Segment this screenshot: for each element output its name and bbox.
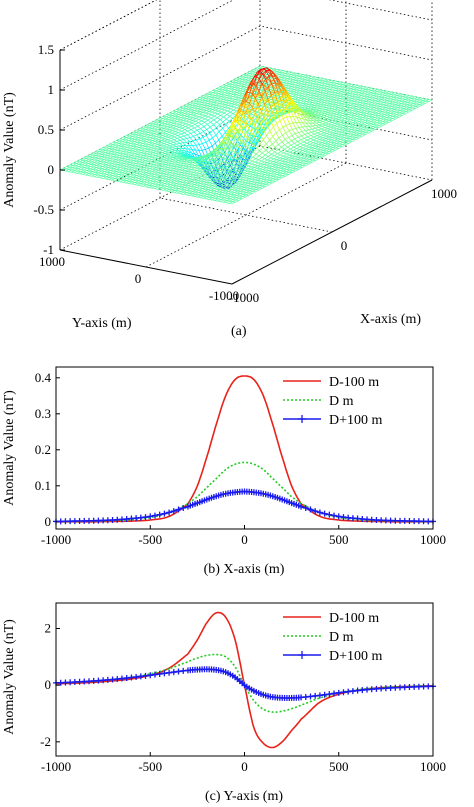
- z-tick-label: -0.5: [33, 202, 54, 217]
- wall-gridline: [59, 105, 433, 211]
- legend-label: D+100 m: [329, 649, 383, 664]
- series-point-2: [170, 508, 177, 515]
- series-point-2: [331, 512, 338, 519]
- y-tick-label: 0: [45, 677, 52, 692]
- chart-c-legend: D-100 m D m D+100 m: [283, 611, 383, 664]
- chart-b-ticks: -1000 -500 0 500 1000 0 0.1 0.2 0.3 0.4: [35, 370, 446, 547]
- y-axis-ticks: 1000 0 -1000: [39, 254, 239, 303]
- chart-c-ticks: -1000 -500 0 500 1000 -2 0 2: [40, 621, 446, 775]
- surface-plot-panel: -1-0.500.511.5 Anomaly Value (nT) 10000-…: [2, 0, 457, 339]
- chart-b-plot-frame: [55, 366, 434, 530]
- panel-a-caption: (a): [231, 324, 247, 339]
- chart-b-legend: D-100 m D m D+100 m: [283, 375, 383, 428]
- z-tick-label: 0.5: [38, 122, 54, 137]
- x-tick-label: -1000: [229, 290, 259, 305]
- surface-mesh: [59, 65, 433, 205]
- x-tick-label: 1000: [420, 759, 446, 774]
- wall-gridline: [59, 145, 433, 251]
- series-point-2: [142, 514, 149, 521]
- series-point-2: [321, 510, 328, 517]
- series-point-2: [161, 510, 168, 517]
- y-tick-label: -1000: [209, 288, 239, 303]
- y-tick-label: 2: [45, 621, 52, 636]
- series-line-2: [56, 490, 433, 523]
- wall-gridline: [59, 25, 433, 131]
- series-line-1: [56, 461, 433, 523]
- line-chart-c: Anomaly Value (nT) -1000 -500 0 500 1000 -2 0 2…: [2, 602, 446, 804]
- series-point-2: [151, 512, 158, 519]
- series-point-2: [316, 509, 323, 516]
- z-tick-label: 1: [48, 82, 55, 97]
- chart-c-y-axis-label: Anomaly Value (nT): [2, 619, 17, 735]
- floor-gridline: [145, 162, 347, 268]
- z-axis-ticks: -1 -0.5 0 0.5 1 1.5: [33, 42, 65, 257]
- x-axis-label: X-axis (m): [360, 312, 421, 327]
- legend-marker: [298, 651, 306, 659]
- y-tick-label: 0.1: [35, 478, 51, 493]
- series-point-2: [156, 511, 163, 518]
- legend-label: D m: [329, 394, 354, 409]
- x-tick-label: 1000: [431, 186, 457, 201]
- x-tick-label: 0: [241, 759, 248, 774]
- y-axis-line: [59, 249, 233, 285]
- x-axis-ticks: -1000 0 1000: [229, 186, 457, 305]
- chart-c-series: [53, 611, 436, 749]
- y-axis-label: Y-axis (m): [72, 316, 132, 331]
- z-tick-label: 0: [48, 162, 55, 177]
- x-tick-label: -1000: [41, 532, 71, 547]
- legend-label: D-100 m: [329, 375, 379, 390]
- z-axis-label: Anomaly Value (nT): [2, 92, 17, 208]
- y-tick-label: 0: [135, 271, 142, 286]
- x-tick-label: 0: [341, 238, 348, 253]
- series-line-0: [56, 375, 433, 523]
- x-tick-label: -500: [138, 532, 162, 547]
- legend-marker: [298, 415, 306, 423]
- y-tick-label: 0.3: [35, 406, 51, 421]
- chart-b-series: [53, 375, 436, 525]
- x-tick-label: 500: [329, 532, 349, 547]
- x-tick-label: -1000: [41, 759, 71, 774]
- series-point-2: [175, 506, 182, 513]
- x-tick-label: 0: [241, 532, 248, 547]
- surface-cell: [424, 99, 433, 103]
- y-tick-label: -2: [40, 734, 51, 749]
- series-point-2: [326, 511, 333, 518]
- legend-label: D+100 m: [329, 413, 383, 428]
- series-point-2: [180, 505, 187, 512]
- line-chart-b: Anomaly Value (nT) -1000 -500 0 500 1000 0 0.1…: [2, 366, 446, 577]
- surface-plot-box: [59, 0, 433, 285]
- y-tick-label: 0.4: [35, 370, 52, 385]
- chart-b-caption: (b) X-axis (m): [204, 562, 285, 577]
- wall-gridline: [59, 0, 158, 51]
- x-tick-label: 1000: [420, 532, 446, 547]
- z-tick-label: 1.5: [38, 42, 54, 57]
- y-tick-label: 0: [45, 514, 52, 529]
- y-tick-label: 1000: [39, 254, 65, 269]
- chart-c-caption: (c) Y-axis (m): [205, 789, 283, 804]
- series-point-2: [166, 509, 173, 516]
- chart-b-y-axis-label: Anomaly Value (nT): [2, 390, 17, 506]
- floor-gridline: [159, 197, 333, 233]
- y-tick-label: 0.2: [35, 442, 51, 457]
- legend-label: D-100 m: [329, 611, 379, 626]
- legend-label: D m: [329, 630, 354, 645]
- series-point-2: [147, 513, 154, 520]
- x-axis-line: [231, 179, 433, 285]
- x-tick-label: 500: [329, 759, 349, 774]
- x-tick-label: -500: [138, 759, 162, 774]
- z-tick-label: -1: [43, 242, 54, 257]
